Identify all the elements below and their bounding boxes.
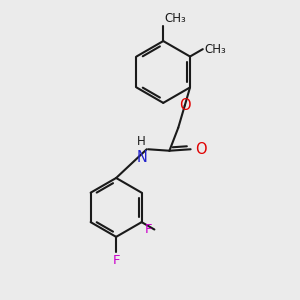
Text: O: O [195, 142, 207, 157]
Text: CH₃: CH₃ [165, 12, 187, 25]
Text: F: F [145, 223, 152, 236]
Text: H: H [137, 135, 146, 148]
Text: CH₃: CH₃ [204, 43, 226, 56]
Text: N: N [137, 150, 148, 165]
Text: O: O [179, 98, 190, 113]
Text: F: F [112, 254, 120, 267]
